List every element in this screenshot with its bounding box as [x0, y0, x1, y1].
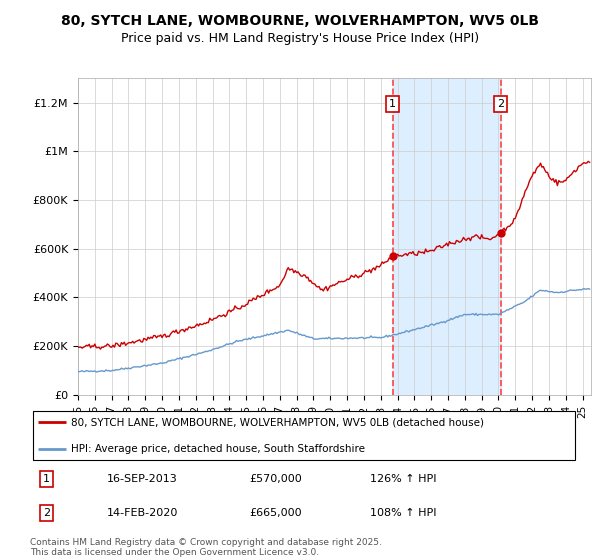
Text: 1: 1	[389, 99, 396, 109]
Text: 108% ↑ HPI: 108% ↑ HPI	[370, 508, 437, 518]
Text: £570,000: £570,000	[250, 474, 302, 484]
Text: Price paid vs. HM Land Registry's House Price Index (HPI): Price paid vs. HM Land Registry's House …	[121, 32, 479, 45]
Text: 80, SYTCH LANE, WOMBOURNE, WOLVERHAMPTON, WV5 0LB: 80, SYTCH LANE, WOMBOURNE, WOLVERHAMPTON…	[61, 14, 539, 28]
Bar	[392, 78, 500, 395]
Text: 1: 1	[43, 474, 50, 484]
Text: HPI: Average price, detached house, South Staffordshire: HPI: Average price, detached house, Sout…	[71, 444, 365, 454]
Text: 126% ↑ HPI: 126% ↑ HPI	[370, 474, 437, 484]
Text: 2: 2	[43, 508, 50, 518]
Text: 2: 2	[497, 99, 504, 109]
FancyBboxPatch shape	[33, 411, 575, 460]
Text: £665,000: £665,000	[250, 508, 302, 518]
Text: 14-FEB-2020: 14-FEB-2020	[107, 508, 178, 518]
Text: Contains HM Land Registry data © Crown copyright and database right 2025.
This d: Contains HM Land Registry data © Crown c…	[30, 538, 382, 557]
Text: 16-SEP-2013: 16-SEP-2013	[107, 474, 178, 484]
Text: 80, SYTCH LANE, WOMBOURNE, WOLVERHAMPTON, WV5 0LB (detached house): 80, SYTCH LANE, WOMBOURNE, WOLVERHAMPTON…	[71, 417, 484, 427]
